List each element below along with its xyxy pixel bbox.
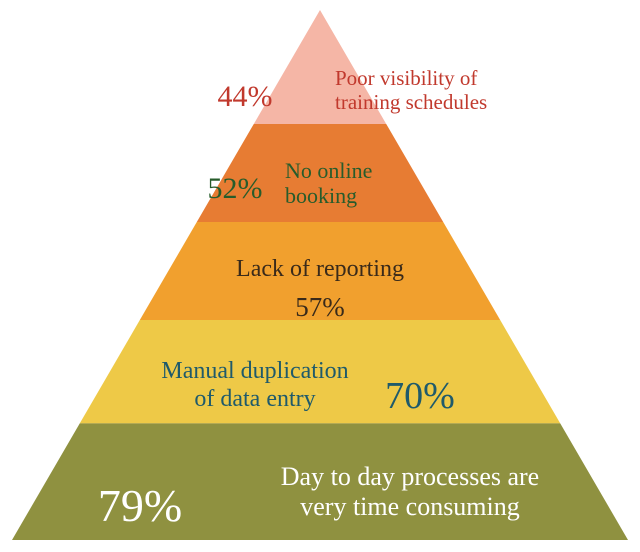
tier-1-visibility-desc: Poor visibility of training schedules xyxy=(335,66,487,114)
tier-3-reporting-desc: Lack of reporting xyxy=(236,256,404,284)
tier-4-duplication-percent: 70% xyxy=(385,375,455,419)
tier-4-duplication-desc: Manual duplication of data entry xyxy=(161,358,348,413)
tier-1-visibility-percent: 44% xyxy=(218,80,273,115)
pyramid-infographic: 44% Poor visibility of training schedules… xyxy=(0,0,640,552)
tier-5-processes-desc: Day to day processes are very time consu… xyxy=(281,462,539,522)
tier-3-reporting-percent: 57% xyxy=(295,292,345,323)
tier-5-processes-percent: 79% xyxy=(98,480,182,533)
tier-2-booking-desc: No online booking xyxy=(285,158,372,209)
tier-2-booking-percent: 52% xyxy=(208,172,263,207)
